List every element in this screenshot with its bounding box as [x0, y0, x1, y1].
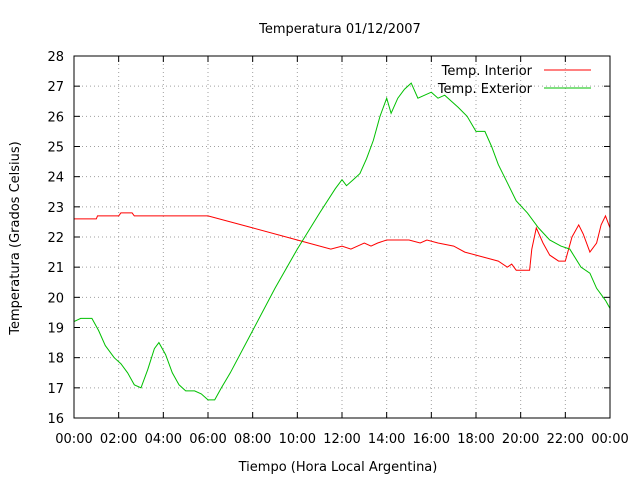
legend: Temp. Interior Temp. Exterior [437, 64, 591, 97]
x-tick-label: 06:00 [189, 432, 226, 447]
series-line-0 [74, 212, 610, 271]
y-tick-label: 22 [47, 231, 64, 246]
series-layer [74, 82, 610, 401]
x-tick-label: 02:00 [100, 432, 137, 447]
x-tick-label: 16:00 [413, 432, 450, 447]
y-axis-ticks: 16 17 18 19 20 21 22 23 24 25 26 27 28 [47, 50, 610, 427]
series-line-1 [74, 82, 610, 401]
y-tick-label: 23 [47, 201, 64, 216]
y-axis-label: Temperatura (Grados Celsius) [8, 141, 23, 335]
y-tick-label: 28 [47, 50, 64, 65]
y-tick-label: 19 [47, 322, 64, 337]
x-tick-label: 18:00 [457, 432, 494, 447]
legend-label: Temp. Exterior [437, 82, 533, 97]
x-tick-label: 20:00 [502, 432, 539, 447]
y-tick-label: 16 [47, 412, 64, 427]
y-tick-label: 25 [47, 141, 64, 156]
y-tick-label: 26 [47, 110, 64, 125]
x-tick-label: 04:00 [145, 432, 182, 447]
x-axis-label: Tiempo (Hora Local Argentina) [238, 460, 438, 475]
chart-title: Temperatura 01/12/2007 [258, 22, 421, 37]
x-tick-label: 00:00 [55, 432, 92, 447]
series-group [74, 82, 610, 401]
y-tick-label: 24 [47, 171, 64, 186]
y-tick-label: 20 [47, 291, 64, 306]
legend-label: Temp. Interior [441, 64, 533, 79]
y-tick-label: 17 [47, 382, 64, 397]
x-tick-label: 10:00 [279, 432, 316, 447]
x-tick-label: 00:00 [591, 432, 628, 447]
y-tick-label: 27 [47, 80, 64, 95]
grid [74, 56, 610, 418]
y-tick-label: 18 [47, 352, 64, 367]
x-tick-label: 14:00 [368, 432, 405, 447]
x-axis-ticks: 00:00 02:00 04:00 06:00 08:00 10:00 12:00 14:00… [55, 56, 629, 447]
y-tick-label: 21 [47, 261, 64, 276]
x-tick-label: 08:00 [234, 432, 271, 447]
x-tick-label: 12:00 [323, 432, 360, 447]
x-tick-label: 22:00 [547, 432, 584, 447]
